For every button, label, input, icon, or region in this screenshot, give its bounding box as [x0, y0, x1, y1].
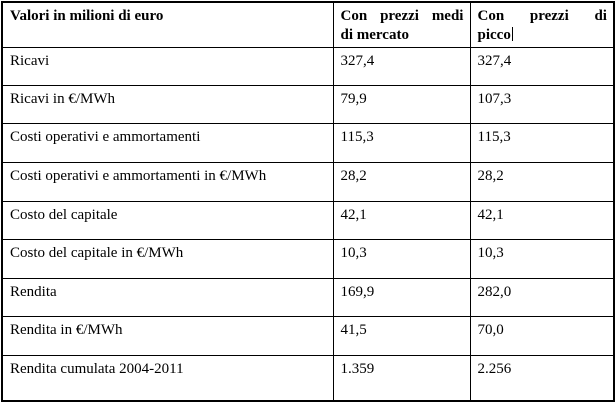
- value-medi-cell[interactable]: 41,5: [332, 316, 471, 356]
- row-label-cell[interactable]: Costo del capitale in €/MWh: [1, 239, 334, 279]
- row-label-cell[interactable]: Rendita in €/MWh: [1, 316, 334, 356]
- text-cursor: [511, 27, 513, 41]
- row-label-cell[interactable]: Ricavi in €/MWh: [1, 85, 334, 124]
- value-medi-cell[interactable]: 28,2: [332, 162, 471, 202]
- header-label-valori: Valori in milioni di euro: [10, 8, 164, 24]
- table-row: Ricavi 327,4 327,4: [1, 47, 615, 86]
- table-row: Rendita 169,9 282,0: [1, 278, 615, 317]
- value-medi-cell[interactable]: 1.359: [332, 355, 471, 401]
- header-label-prezzi-medi-line1: Con prezzi medi: [340, 8, 464, 24]
- row-label-cell[interactable]: Costi operativi e ammortamenti in €/MWh: [1, 162, 334, 202]
- header-cell-valori[interactable]: Valori in milioni di euro: [1, 1, 334, 48]
- table-row: Rendita in €/MWh 41,5 70,0: [1, 316, 615, 356]
- header-label-prezzi-picco-line2: picco: [477, 27, 513, 43]
- value-picco-cell[interactable]: 42,1: [469, 201, 615, 240]
- row-label-cell[interactable]: Ricavi: [1, 47, 334, 86]
- value-picco-cell[interactable]: 115,3: [469, 123, 615, 163]
- value-picco-cell[interactable]: 107,3: [469, 85, 615, 124]
- value-medi-cell[interactable]: 42,1: [332, 201, 471, 240]
- value-medi-cell[interactable]: 115,3: [332, 123, 471, 163]
- table-row: Costi operativi e ammortamenti 115,3 115…: [1, 123, 615, 163]
- value-picco-cell[interactable]: 327,4: [469, 47, 615, 86]
- table-row: Costo del capitale in €/MWh 10,3 10,3: [1, 239, 615, 279]
- row-label-cell[interactable]: Costo del capitale: [1, 201, 334, 240]
- value-picco-cell[interactable]: 10,3: [469, 239, 615, 279]
- value-medi-cell[interactable]: 327,4: [332, 47, 471, 86]
- header-label-prezzi-medi-line2: di mercato: [340, 27, 409, 43]
- value-picco-cell[interactable]: 2.256: [469, 355, 615, 401]
- table-row: Costi operativi e ammortamenti in €/MWh …: [1, 162, 615, 202]
- value-picco-cell[interactable]: 282,0: [469, 278, 615, 317]
- row-label-cell[interactable]: Rendita cumulata 2004-2011: [1, 355, 334, 401]
- table-row: Rendita cumulata 2004-2011 1.359 2.256: [1, 355, 615, 401]
- value-medi-cell[interactable]: 10,3: [332, 239, 471, 279]
- header-label-prezzi-picco-line1: Con prezzi di: [477, 8, 607, 24]
- header-cell-prezzi-picco[interactable]: Con prezzi di picco: [469, 1, 615, 48]
- value-picco-cell[interactable]: 28,2: [469, 162, 615, 202]
- table-row: Ricavi in €/MWh 79,9 107,3: [1, 85, 615, 124]
- table-row: Costo del capitale 42,1 42,1: [1, 201, 615, 240]
- row-label-cell[interactable]: Costi operativi e ammortamenti: [1, 123, 334, 163]
- header-cell-prezzi-medi[interactable]: Con prezzi medi di mercato: [332, 1, 471, 48]
- value-medi-cell[interactable]: 169,9: [332, 278, 471, 317]
- value-medi-cell[interactable]: 79,9: [332, 85, 471, 124]
- value-picco-cell[interactable]: 70,0: [469, 316, 615, 356]
- row-label-cell[interactable]: Rendita: [1, 278, 334, 317]
- table-header-row: Valori in milioni di euro Con prezzi medi …: [1, 1, 615, 48]
